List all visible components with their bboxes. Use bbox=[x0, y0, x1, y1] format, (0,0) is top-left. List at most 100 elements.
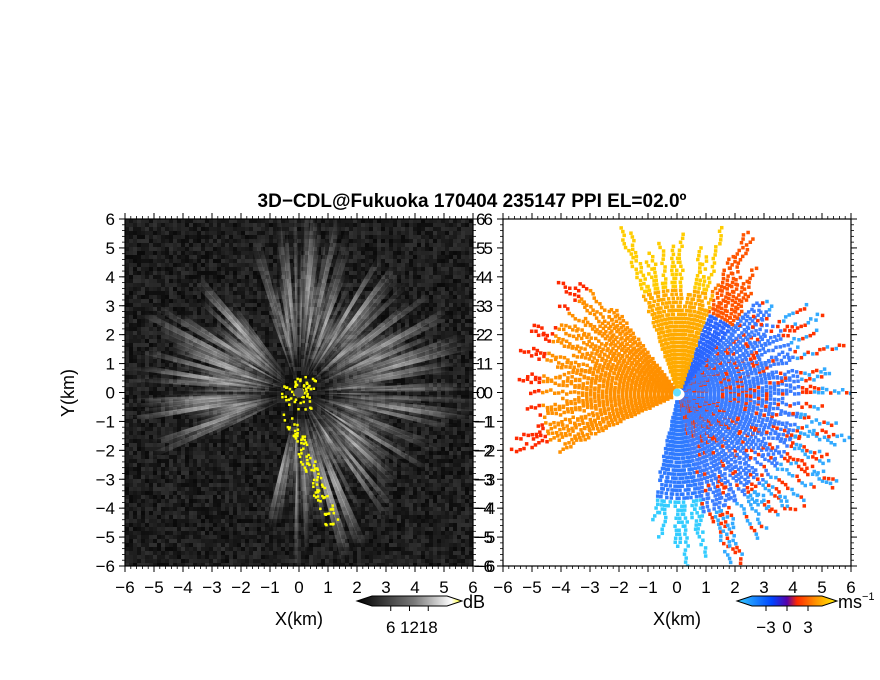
noise-pixel bbox=[421, 403, 425, 407]
noise-pixel bbox=[453, 259, 457, 263]
noise-pixel bbox=[149, 239, 153, 243]
noise-pixel bbox=[169, 423, 173, 427]
noise-pixel bbox=[157, 347, 161, 351]
noise-pixel bbox=[241, 427, 245, 431]
noise-pixel bbox=[233, 267, 237, 271]
noise-pixel bbox=[441, 303, 445, 307]
noise-pixel bbox=[217, 443, 221, 447]
noise-pixel bbox=[429, 299, 433, 303]
noise-pixel bbox=[193, 359, 197, 363]
noise-pixel bbox=[177, 267, 181, 271]
noise-pixel bbox=[441, 275, 445, 279]
noise-pixel bbox=[281, 411, 285, 415]
noise-pixel bbox=[417, 423, 421, 427]
noise-pixel bbox=[249, 443, 253, 447]
noise-pixel bbox=[413, 391, 417, 395]
noise-pixel bbox=[261, 447, 265, 451]
noise-pixel bbox=[357, 243, 361, 247]
noise-pixel bbox=[433, 403, 437, 407]
noise-pixel bbox=[153, 435, 157, 439]
noise-pixel bbox=[165, 431, 169, 435]
noise-pixel bbox=[469, 283, 473, 287]
noise-pixel bbox=[133, 351, 137, 355]
noise-pixel bbox=[237, 279, 241, 283]
noise-pixel bbox=[417, 259, 421, 263]
noise-pixel bbox=[193, 311, 197, 315]
noise-pixel bbox=[153, 247, 157, 251]
noise-pixel bbox=[449, 291, 453, 295]
noise-pixel bbox=[441, 431, 445, 435]
noise-pixel bbox=[169, 243, 173, 247]
noise-pixel bbox=[393, 247, 397, 251]
noise-pixel bbox=[413, 375, 417, 379]
noise-pixel bbox=[441, 263, 445, 267]
noise-pixel bbox=[237, 231, 241, 235]
noise-pixel bbox=[385, 307, 389, 311]
noise-pixel bbox=[341, 227, 345, 231]
noise-pixel bbox=[185, 295, 189, 299]
noise-pixel bbox=[361, 239, 365, 243]
noise-pixel bbox=[253, 299, 257, 303]
noise-pixel bbox=[465, 263, 469, 267]
noise-pixel bbox=[421, 379, 425, 383]
noise-pixel bbox=[269, 247, 273, 251]
noise-pixel bbox=[193, 235, 197, 239]
noise-pixel bbox=[449, 355, 453, 359]
noise-pixel bbox=[385, 251, 389, 255]
noise-pixel bbox=[197, 263, 201, 267]
noise-pixel bbox=[417, 227, 421, 231]
noise-pixel bbox=[233, 299, 237, 303]
noise-pixel bbox=[193, 303, 197, 307]
noise-pixel bbox=[201, 447, 205, 451]
noise-pixel bbox=[273, 415, 277, 419]
noise-pixel bbox=[165, 319, 169, 323]
noise-pixel bbox=[277, 407, 281, 411]
noise-pixel bbox=[365, 287, 369, 291]
noise-pixel bbox=[137, 299, 141, 303]
noise-pixel bbox=[141, 435, 145, 439]
noise-pixel bbox=[373, 271, 377, 275]
noise-pixel bbox=[237, 443, 241, 447]
noise-pixel bbox=[209, 435, 213, 439]
noise-pixel bbox=[189, 447, 193, 451]
noise-pixel bbox=[457, 423, 461, 427]
noise-pixel bbox=[269, 411, 273, 415]
noise-pixel bbox=[157, 295, 161, 299]
noise-pixel bbox=[261, 327, 265, 331]
noise-pixel bbox=[185, 239, 189, 243]
noise-pixel bbox=[453, 251, 457, 255]
noise-pixel bbox=[145, 239, 149, 243]
noise-pixel bbox=[465, 315, 469, 319]
noise-pixel bbox=[461, 311, 465, 315]
noise-pixel bbox=[301, 227, 305, 231]
noise-pixel bbox=[469, 251, 473, 255]
noise-pixel bbox=[429, 375, 433, 379]
noise-pixel bbox=[377, 239, 381, 243]
noise-pixel bbox=[389, 223, 393, 227]
noise-pixel bbox=[189, 307, 193, 311]
noise-pixel bbox=[409, 311, 413, 315]
noise-pixel bbox=[197, 227, 201, 231]
noise-pixel bbox=[453, 439, 457, 443]
noise-pixel bbox=[413, 235, 417, 239]
noise-pixel bbox=[145, 259, 149, 263]
noise-pixel bbox=[209, 235, 213, 239]
noise-pixel bbox=[141, 371, 145, 375]
noise-pixel bbox=[209, 315, 213, 319]
noise-pixel bbox=[437, 391, 441, 395]
noise-pixel bbox=[361, 255, 365, 259]
noise-pixel bbox=[145, 359, 149, 363]
noise-pixel bbox=[209, 443, 213, 447]
noise-pixel bbox=[149, 359, 153, 363]
noise-pixel bbox=[369, 247, 373, 251]
noise-pixel bbox=[237, 271, 241, 275]
noise-pixel bbox=[125, 351, 129, 355]
noise-pixel bbox=[133, 427, 137, 431]
noise-pixel bbox=[353, 247, 357, 251]
noise-pixel bbox=[221, 227, 225, 231]
noise-pixel bbox=[245, 299, 249, 303]
noise-pixel bbox=[141, 247, 145, 251]
noise-pixel bbox=[469, 295, 473, 299]
noise-pixel bbox=[461, 403, 465, 407]
noise-pixel bbox=[165, 427, 169, 431]
